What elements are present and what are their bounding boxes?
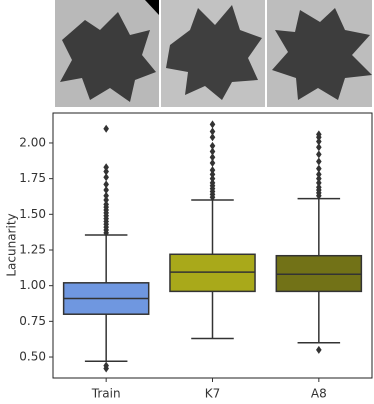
outlier xyxy=(209,166,216,175)
outlier xyxy=(103,196,109,205)
outlier xyxy=(103,364,109,373)
outlier xyxy=(103,167,109,176)
outlier xyxy=(209,153,216,162)
outlier xyxy=(209,120,216,129)
outlier xyxy=(209,158,216,167)
outlier xyxy=(103,173,109,182)
image-blob xyxy=(60,12,156,102)
outlier xyxy=(103,191,109,200)
y-tick-label: 1.00 xyxy=(19,278,46,292)
y-tick-label: 0.50 xyxy=(19,350,46,364)
y-axis-label: Lacunarity xyxy=(5,213,19,276)
image-blob xyxy=(166,5,262,100)
y-tick-label: 1.25 xyxy=(19,242,46,256)
outlier xyxy=(316,130,322,139)
outlier xyxy=(103,124,109,133)
outlier xyxy=(209,170,216,179)
outlier xyxy=(103,180,109,189)
image-corner xyxy=(145,0,159,15)
sample-images xyxy=(55,0,372,107)
outlier xyxy=(209,141,216,150)
outlier xyxy=(316,183,322,192)
x-tick-label: K7 xyxy=(205,387,221,401)
outlier xyxy=(316,345,322,354)
outlier xyxy=(209,133,216,142)
outlier xyxy=(103,186,109,195)
outlier xyxy=(316,150,322,159)
outlier xyxy=(316,157,322,166)
outlier xyxy=(103,200,109,209)
y-tick-label: 0.75 xyxy=(19,314,46,328)
outlier xyxy=(316,137,322,146)
y-tick-label: 2.00 xyxy=(19,135,46,149)
y-tick-label: 1.50 xyxy=(19,207,46,221)
outlier xyxy=(316,178,322,187)
x-tick-label: A8 xyxy=(311,387,327,401)
x-tick-label: Train xyxy=(91,387,121,401)
outlier xyxy=(316,164,322,173)
outlier xyxy=(209,127,216,136)
outlier xyxy=(316,170,322,179)
outlier xyxy=(209,174,216,183)
image-blob xyxy=(272,8,372,100)
outlier xyxy=(316,174,322,183)
outlier xyxy=(316,143,322,152)
outlier xyxy=(103,163,109,172)
y-tick-label: 1.75 xyxy=(19,171,46,185)
outlier xyxy=(209,178,216,187)
outlier xyxy=(209,147,216,156)
